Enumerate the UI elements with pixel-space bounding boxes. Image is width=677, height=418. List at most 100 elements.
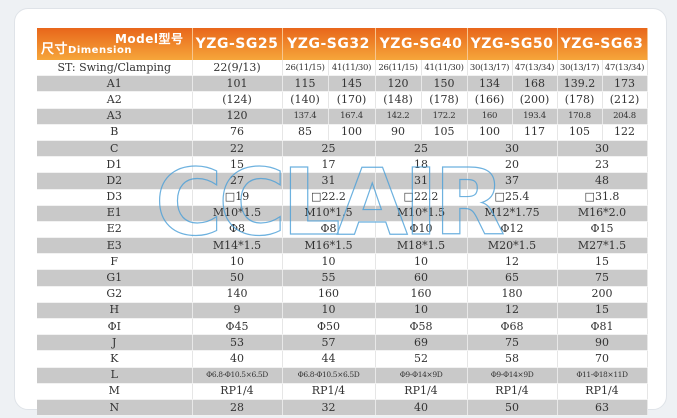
table-cell: 28 [192, 399, 283, 417]
table-cell: RP1/4 [467, 383, 558, 400]
table-cell: 47(13/34) [512, 60, 558, 77]
table-cell: Φ81 [557, 318, 648, 336]
table-cell: 41(11/30) [421, 60, 468, 77]
table-cell: Φ9-Φ14×9D [467, 367, 558, 384]
table-cell: RP1/4 [282, 383, 376, 400]
table-cell: 140 [192, 286, 283, 303]
row-label: B [37, 124, 193, 141]
table-cell: 145 [328, 75, 376, 93]
table-cell: 90 [375, 124, 422, 141]
model-header-yzg-sg40: YZG-SG40 [375, 28, 468, 60]
row-label: D3 [37, 189, 193, 206]
table-cell: 70 [557, 350, 648, 368]
table-cell: 76 [192, 124, 283, 141]
table-cell: Φ8 [192, 221, 283, 239]
table-cell: 37 [467, 172, 558, 190]
table-cell: 15 [557, 253, 648, 271]
table-row: A2 (124) (140) (170) (148) (178) (166) (200) (17… [37, 91, 648, 109]
dimension-label: 尺寸Dimension [41, 38, 132, 57]
table-cell: 53 [192, 334, 283, 352]
table-cell: 52 [375, 350, 468, 368]
table-cell: (166) [467, 91, 513, 109]
table-cell: (212) [602, 91, 648, 109]
row-label: C [37, 140, 193, 158]
table-cell: 40 [375, 399, 468, 417]
table-cell: M18*1.5 [375, 237, 468, 255]
row-label: K [37, 350, 193, 368]
table-cell: 12 [467, 253, 558, 271]
table-cell: M20*1.5 [467, 237, 558, 255]
row-label: L [37, 367, 193, 384]
table-cell: M10*1.5 [282, 205, 376, 222]
table-cell: □22.2 [375, 189, 468, 206]
model-label: Model型号 [114, 32, 184, 46]
dimension-label-en: Dimension [68, 45, 132, 56]
table-cell: 100 [328, 124, 376, 141]
table-row: M RP1/4 RP1/4 RP1/4 RP1/4 RP1/4 [37, 383, 648, 400]
table-cell: 41(11/30) [328, 60, 376, 77]
table-cell: 57 [282, 334, 376, 352]
table-cell: 9 [192, 302, 283, 320]
table-cell: 115 [282, 75, 329, 93]
dimension-model-header: Model型号 尺寸Dimension [37, 28, 193, 60]
table-row: D3 □19 □22.2 □22.2 □25.4 □31.8 [37, 189, 648, 206]
table-cell: Φ68 [467, 318, 558, 336]
table-cell: 20 [467, 156, 558, 174]
table-row: D1 15 17 18 20 23 [37, 156, 648, 174]
table-cell: 142.2 [375, 108, 422, 125]
table-cell: 90 [557, 334, 648, 352]
table-cell: RP1/4 [375, 383, 468, 400]
table-cell: 168 [512, 75, 558, 93]
table-cell: Φ50 [282, 318, 376, 336]
dimension-label-cn: 尺寸 [41, 42, 69, 57]
table-cell: M10*1.5 [375, 205, 468, 222]
table-cell: 26(11/15) [282, 60, 329, 77]
table-cell: 17 [282, 156, 376, 174]
table-cell: 150 [421, 75, 468, 93]
table-cell: 170.8 [557, 108, 603, 125]
table-cell: 44 [282, 350, 376, 368]
table-cell: 120 [375, 75, 422, 93]
table-row: E2 Φ8 Φ8 Φ10 Φ12 Φ15 [37, 221, 648, 239]
table-cell: 172.2 [421, 108, 468, 125]
table-row: D2 27 31 31 37 48 [37, 172, 648, 190]
table-cell: 122 [602, 124, 648, 141]
table-cell: 26(11/15) [375, 60, 422, 77]
table-row: K 40 44 52 58 70 [37, 350, 648, 368]
table-cell: 47(13/34) [602, 60, 648, 77]
table-cell: 30 [467, 140, 558, 158]
table-cell: 193.4 [512, 108, 558, 125]
table-cell: 120 [192, 108, 283, 125]
table-cell: 139.2 [557, 75, 603, 93]
row-label: M [37, 383, 193, 400]
table-cell: 30(13/17) [467, 60, 513, 77]
row-label: E2 [37, 221, 193, 239]
table-cell: 204.8 [602, 108, 648, 125]
table-row: E1 M10*1.5 M10*1.5 M10*1.5 M12*1.75 M16*2.0 [37, 205, 648, 222]
table-cell: 58 [467, 350, 558, 368]
table-cell: (170) [328, 91, 376, 109]
table-cell: 160 [375, 286, 468, 303]
table-cell: 117 [512, 124, 558, 141]
table-cell: 65 [467, 269, 558, 287]
table-cell: 100 [467, 124, 513, 141]
table-cell: 173 [602, 75, 648, 93]
table-cell: 137.4 [282, 108, 329, 125]
table-cell: 101 [192, 75, 283, 93]
table-row: H 9 10 10 12 15 [37, 302, 648, 320]
table-cell: 22(9/13) [192, 60, 283, 77]
table-cell: 105 [557, 124, 603, 141]
table-cell: 15 [557, 302, 648, 320]
table-cell: 105 [421, 124, 468, 141]
table-row: A1 101 115 145 120 150 134 168 139.2 173 [37, 75, 648, 93]
row-label: D1 [37, 156, 193, 174]
model-header-yzg-sg25: YZG-SG25 [192, 28, 283, 60]
table-cell: 25 [375, 140, 468, 158]
table-cell: 200 [557, 286, 648, 303]
table-cell: RP1/4 [557, 383, 648, 400]
table-cell: (178) [557, 91, 603, 109]
table-row: N 28 32 40 50 63 [37, 399, 648, 417]
table-cell: Φ9-Φ14×9D [375, 367, 468, 384]
model-header-yzg-sg63: YZG-SG63 [557, 28, 648, 60]
table-cell: 10 [192, 253, 283, 271]
